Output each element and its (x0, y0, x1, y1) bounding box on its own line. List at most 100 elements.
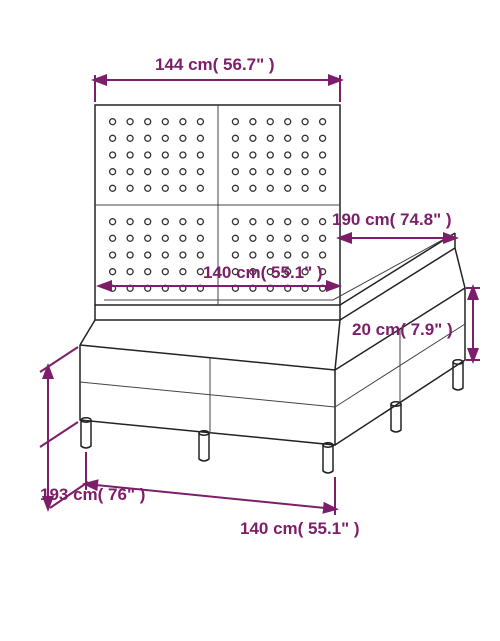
tuft-dot (110, 152, 116, 158)
tuft-dot (162, 119, 168, 125)
tuft-dot (197, 152, 203, 158)
leg (81, 420, 91, 448)
tuft-dot (162, 185, 168, 191)
tuft-dot (285, 235, 291, 241)
tuft-dot (232, 169, 238, 175)
tuft-dot (267, 252, 273, 258)
tuft-dot (302, 152, 308, 158)
tuft-dot (110, 169, 116, 175)
tuft-dot (232, 119, 238, 125)
tuft-dot (180, 119, 186, 125)
tuft-dot (180, 252, 186, 258)
tuft-dot (250, 119, 256, 125)
tuft-dot (320, 169, 326, 175)
tuft-dot (285, 119, 291, 125)
tuft-dot (180, 235, 186, 241)
tuft-dot (320, 219, 326, 225)
tuft-dot (110, 135, 116, 141)
tuft-dot (162, 169, 168, 175)
tuft-dot (197, 135, 203, 141)
tuft-dot (302, 252, 308, 258)
tuft-dot (285, 152, 291, 158)
tuft-dot (127, 135, 133, 141)
tuft-dot (232, 235, 238, 241)
tuft-dot (250, 135, 256, 141)
tuft-dot (197, 235, 203, 241)
tuft-dot (145, 169, 151, 175)
dim-mattress-length: 190 cm( 74.8" ) (332, 210, 455, 238)
tuft-dot (320, 185, 326, 191)
tuft-dot (180, 169, 186, 175)
tuft-dot (285, 219, 291, 225)
tuft-dot (145, 152, 151, 158)
tuft-dot (180, 185, 186, 191)
tuft-dot (127, 119, 133, 125)
tuft-dot (232, 135, 238, 141)
tuft-dot (180, 219, 186, 225)
tuft-dot (250, 235, 256, 241)
tuft-dot (267, 135, 273, 141)
tuft-dot (127, 169, 133, 175)
tuft-dot (110, 252, 116, 258)
tuft-dot (267, 119, 273, 125)
tuft-dot (162, 252, 168, 258)
tuft-dot (162, 235, 168, 241)
tuft-dot (320, 119, 326, 125)
tuft-dot (285, 185, 291, 191)
dim-box-height: 20 cm( 7.9" ) (352, 288, 480, 360)
tuft-dot (197, 219, 203, 225)
tuft-dot (162, 152, 168, 158)
tuft-dot (197, 119, 203, 125)
tuft-dot (267, 235, 273, 241)
tuft-dot (250, 219, 256, 225)
tuft-dot (302, 185, 308, 191)
dimension-drawing: 144 cm( 56.7" ) 190 cm( 74.8" ) 140 cm( … (0, 0, 500, 641)
tuft-dot (320, 235, 326, 241)
tuft-dot (127, 235, 133, 241)
tuft-dot (232, 185, 238, 191)
dim-label-headboard-width: 144 cm( 56.7" ) (155, 55, 275, 74)
tuft-dot (127, 252, 133, 258)
tuft-dot (250, 152, 256, 158)
tuft-dot (232, 219, 238, 225)
tuft-dot (145, 235, 151, 241)
tuft-dot (145, 119, 151, 125)
tuft-dot (127, 269, 133, 275)
leg (323, 445, 333, 473)
tuft-dot (285, 135, 291, 141)
dim-mattress-width: 140 cm( 55.1" ) (100, 263, 338, 286)
dim-label-mattress-width: 140 cm( 55.1" ) (203, 263, 323, 282)
tuft-dot (232, 252, 238, 258)
tuft-dot (267, 219, 273, 225)
tuft-dot (127, 185, 133, 191)
tuft-dot (162, 219, 168, 225)
dim-label-box-width: 140 cm( 55.1" ) (240, 519, 360, 538)
tuft-dot (302, 119, 308, 125)
tuft-dot (180, 135, 186, 141)
dim-label-box-height: 20 cm( 7.9" ) (352, 320, 453, 339)
tuft-dot (145, 135, 151, 141)
tuft-dot (267, 169, 273, 175)
dim-label-mattress-length: 190 cm( 74.8" ) (332, 210, 452, 229)
tuft-dot (197, 185, 203, 191)
tuft-dot (145, 185, 151, 191)
tuft-dot (320, 252, 326, 258)
tuft-dot (302, 169, 308, 175)
tuft-dot (127, 219, 133, 225)
legs (81, 360, 463, 473)
tuft-dot (302, 135, 308, 141)
tuft-dot (320, 135, 326, 141)
tuft-dot (110, 119, 116, 125)
tuft-dot (162, 135, 168, 141)
tuft-dot (250, 252, 256, 258)
tuft-dot (110, 185, 116, 191)
tuft-dot (267, 185, 273, 191)
dimensions: 144 cm( 56.7" ) 190 cm( 74.8" ) 140 cm( … (40, 55, 480, 538)
tuft-dot (320, 152, 326, 158)
tuft-dot (110, 219, 116, 225)
tuft-dot (180, 152, 186, 158)
tuft-dot (162, 269, 168, 275)
tuft-dot (145, 219, 151, 225)
tuft-dot (250, 169, 256, 175)
tuft-dot (127, 152, 133, 158)
